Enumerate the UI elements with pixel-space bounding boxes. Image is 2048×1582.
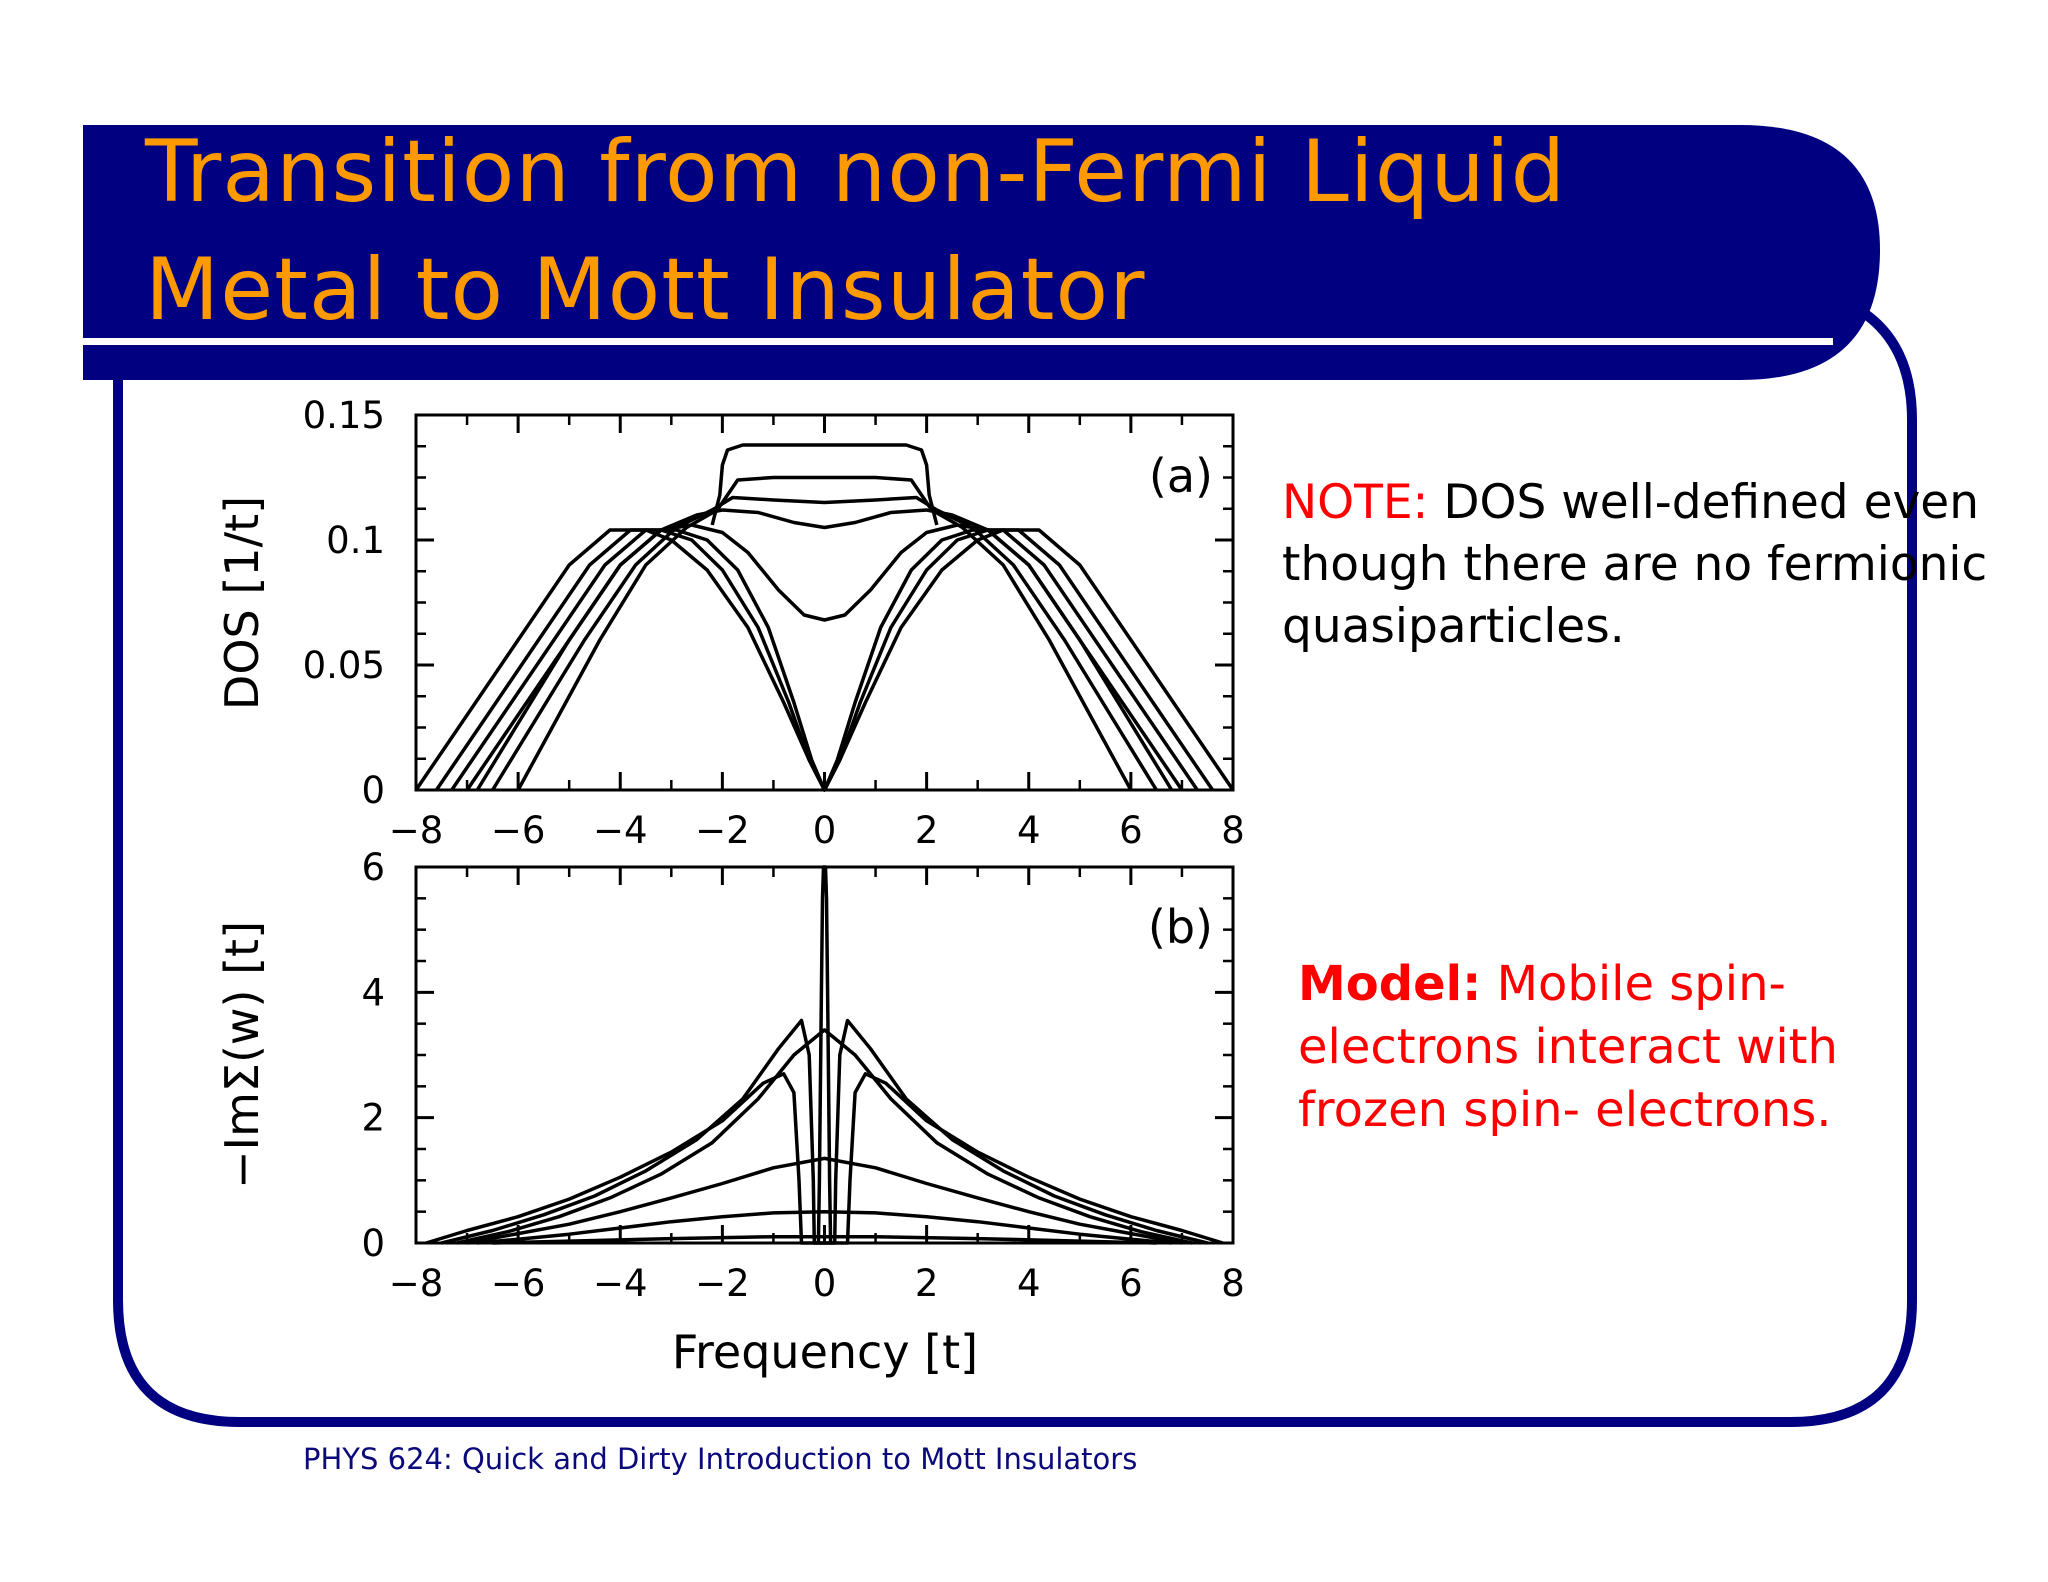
series-line — [442, 1021, 1208, 1244]
panel-b-self-energy: −8 −6 −4 −2 0 2 4 6 8 0 2 4 6 −ImΣ(w) [t] Frequency [t… — [215, 846, 1245, 1379]
panel-label: (b) — [1148, 900, 1213, 954]
x-tick-label: −6 — [491, 1262, 546, 1305]
x-tick-label: 8 — [1221, 1262, 1245, 1305]
y-tick-label: 0.15 — [303, 394, 385, 437]
model-annotation: Model: Mobile spin- electrons interact w… — [1298, 953, 1998, 1142]
x-tick-label: −4 — [593, 1262, 648, 1305]
x-tick-label: −2 — [695, 1262, 750, 1305]
x-tick-label: 0 — [813, 809, 837, 852]
note-label: NOTE: — [1282, 475, 1428, 530]
x-tick-label: 0 — [813, 1262, 837, 1305]
panel-label: (a) — [1149, 449, 1213, 503]
slide-footer: PHYS 624: Quick and Dirty Introduction t… — [303, 1442, 1137, 1476]
model-label: Model: — [1298, 956, 1481, 1012]
plot-frame — [416, 867, 1233, 1243]
x-tick-label: 4 — [1017, 1262, 1041, 1305]
y-tick-label: 2 — [361, 1097, 385, 1140]
y-axis-title: DOS [1/t] — [215, 496, 269, 710]
x-tick-label: 2 — [915, 809, 939, 852]
x-tick-label: 6 — [1119, 1262, 1143, 1305]
x-tick-label: −8 — [389, 809, 444, 852]
y-tick-label: 4 — [361, 971, 385, 1014]
x-tick-label: 6 — [1119, 809, 1143, 852]
x-axis-title: Frequency [t] — [672, 1325, 978, 1379]
y-tick-label: 6 — [361, 846, 385, 889]
y-axis-title: −ImΣ(w) [t] — [215, 921, 269, 1189]
series-line — [493, 498, 1157, 791]
y-tick-label: 0 — [361, 1222, 385, 1265]
x-tick-label: 4 — [1017, 809, 1041, 852]
x-tick-label: −6 — [491, 809, 546, 852]
series-line — [518, 478, 1131, 791]
x-tick-label: −8 — [389, 1262, 444, 1305]
y-tick-label: 0.1 — [326, 519, 385, 562]
series-line — [436, 530, 1212, 790]
x-tick-label: −4 — [593, 809, 648, 852]
x-tick-label: 2 — [915, 1262, 939, 1305]
x-tick-label: 8 — [1221, 809, 1245, 852]
plot-frame — [416, 415, 1233, 790]
panel-a-dos: −8 −6 −4 −2 0 2 4 6 8 0 0.05 0.1 0.15 DOS [1/t] (a) — [215, 394, 1245, 852]
series-line — [477, 510, 1171, 790]
note-annotation: NOTE: DOS well-defined even though there… — [1282, 472, 2002, 658]
series-line — [452, 530, 1198, 790]
x-tick-label: −2 — [695, 809, 750, 852]
y-tick-label: 0.05 — [303, 644, 385, 687]
series-line — [818, 867, 830, 1243]
y-tick-label: 0 — [361, 769, 385, 812]
